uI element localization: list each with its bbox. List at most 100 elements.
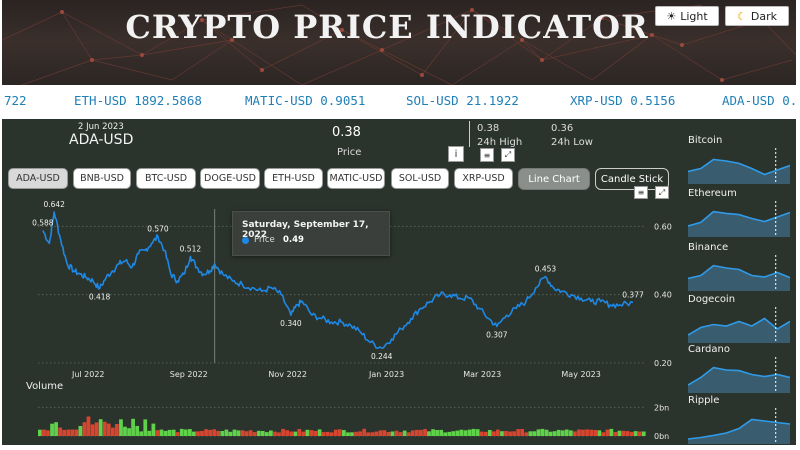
- volume-bar: [419, 429, 423, 436]
- volume-title: Volume: [26, 381, 64, 392]
- volume-bar: [106, 423, 111, 436]
- volume-bar: [459, 429, 464, 436]
- volume-bar: [163, 430, 168, 436]
- sun-icon: ☀: [666, 9, 677, 23]
- volume-bar: [435, 430, 439, 436]
- volume-bar: [179, 428, 184, 436]
- light-theme-button[interactable]: ☀ Light: [655, 6, 719, 26]
- volume-bar: [82, 422, 87, 436]
- ticker-item: XRP-USD 0.5156: [570, 93, 676, 108]
- volume-bar: [439, 429, 444, 436]
- coin-button-bnb-usd[interactable]: BNB-USD: [73, 168, 131, 189]
- data-label: 0.377: [622, 291, 644, 300]
- volume-bar: [406, 432, 411, 436]
- volume-bar: [593, 430, 598, 436]
- sparkline-dogecoin[interactable]: [688, 307, 790, 343]
- x-tick-label: Nov 2022: [268, 370, 307, 379]
- data-label: 0.642: [43, 200, 65, 209]
- data-label: 0.244: [371, 352, 393, 361]
- volume-bars: [38, 416, 646, 436]
- high-value: 0.38: [477, 123, 500, 134]
- coin-button-doge-usd[interactable]: DOGE-USD: [200, 168, 260, 189]
- volume-bar: [127, 428, 131, 436]
- sparkline-line: [688, 317, 790, 336]
- coin-button-matic-usd[interactable]: MATIC-USD: [327, 168, 385, 189]
- volume-bar: [374, 431, 379, 436]
- volume-bar: [216, 430, 221, 436]
- volume-bar: [589, 429, 594, 436]
- sparkline-cardano[interactable]: [688, 357, 790, 393]
- dark-theme-button[interactable]: ☾ Dark: [725, 6, 789, 26]
- volume-bar: [123, 426, 127, 436]
- sparkline-ethereum[interactable]: [688, 201, 790, 237]
- price-value: 0.38: [332, 125, 361, 140]
- volume-bar: [569, 430, 573, 436]
- volume-bar: [42, 429, 46, 436]
- x-tick-label: Sep 2022: [170, 370, 208, 379]
- coin-button-sol-usd[interactable]: SOL-USD: [391, 168, 449, 189]
- ticker-item: ETH-USD 1892.5868: [74, 93, 202, 108]
- x-tick-label: Mar 2023: [463, 370, 501, 379]
- sparkline-area: [688, 419, 790, 444]
- volume-bar: [224, 429, 229, 436]
- coin-button-btc-usd[interactable]: BTC-USD: [136, 168, 196, 189]
- volume-bar: [188, 429, 192, 436]
- volume-bar: [281, 428, 285, 436]
- volume-bar: [427, 431, 431, 436]
- volume-bar: [256, 430, 261, 436]
- coin-button-xrp-usd[interactable]: XRP-USD: [454, 168, 513, 189]
- y-tick-label: 0.60: [654, 222, 672, 231]
- volume-bar: [66, 429, 71, 436]
- sparkline-bitcoin[interactable]: [688, 148, 790, 184]
- volume-bar: [38, 429, 42, 436]
- volume-bar: [564, 429, 569, 436]
- volume-bar: [443, 432, 448, 436]
- ticker-item: 722: [4, 93, 27, 108]
- volume-bar: [196, 431, 200, 436]
- chart-filter-icon[interactable]: ≡: [634, 186, 648, 199]
- volume-bar: [524, 432, 529, 436]
- volume-bar: [159, 429, 164, 436]
- ticker-item: ADA-USD 0.: [722, 93, 798, 108]
- tooltip-value: 0.49: [283, 235, 304, 245]
- volume-bar: [410, 430, 415, 436]
- volume-bar: [366, 432, 371, 436]
- volume-bar: [621, 430, 626, 436]
- volume-bar: [175, 432, 180, 436]
- data-label: 0.570: [147, 225, 169, 234]
- sparkline-ripple[interactable]: [688, 408, 790, 444]
- price-chart[interactable]: 0.60 0.40 0.20 Jul 2022 Sep 2022 Nov 2022 Jan …: [2, 191, 682, 445]
- coin-button-eth-usd[interactable]: ETH-USD: [264, 168, 323, 189]
- volume-bar: [577, 429, 581, 436]
- sparkline-binance[interactable]: [688, 255, 790, 291]
- candle-stick-button[interactable]: Candle Stick: [595, 168, 669, 190]
- sparkline-line: [688, 418, 790, 440]
- volume-bar: [617, 430, 622, 436]
- volume-bar: [520, 429, 525, 436]
- line-chart-button[interactable]: Line Chart: [518, 168, 590, 190]
- volume-bar: [70, 429, 75, 436]
- tooltip-label: Price: [254, 235, 275, 245]
- x-tick-label: Jan 2023: [368, 370, 404, 379]
- volume-bar: [183, 429, 188, 436]
- volume-bar: [313, 431, 318, 436]
- volume-bar: [342, 430, 346, 436]
- volume-bar: [508, 431, 512, 436]
- volume-bar: [467, 429, 472, 436]
- volume-bar: [269, 430, 273, 436]
- dark-theme-label: Dark: [750, 9, 777, 23]
- volume-bar: [62, 429, 67, 436]
- info-icon[interactable]: i: [448, 146, 464, 162]
- volume-bar: [78, 426, 83, 436]
- chart-expand-icon[interactable]: ⤢: [655, 186, 669, 199]
- filter-icon[interactable]: ≡: [480, 148, 494, 162]
- coin-button-ada-usd[interactable]: ADA-USD: [8, 168, 68, 189]
- volume-bar: [451, 431, 456, 436]
- volume-bar: [613, 432, 618, 436]
- expand-icon[interactable]: ⤢: [501, 148, 515, 162]
- chart-tooltip: Saturday, September 17, 2022 Price 0.49: [232, 211, 390, 256]
- volume-tick-label: 0bn: [654, 432, 669, 441]
- volume-bar: [504, 431, 508, 436]
- volume-bar: [479, 431, 484, 436]
- volume-bar: [581, 429, 585, 436]
